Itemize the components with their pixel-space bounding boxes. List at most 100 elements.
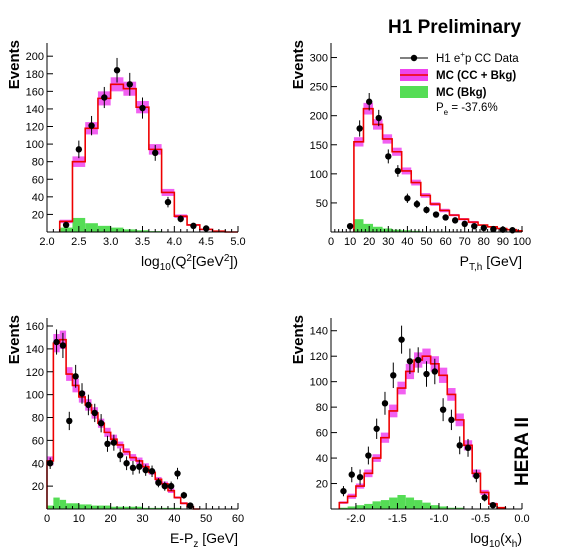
bkg-bin xyxy=(142,507,149,509)
y-tick-label: 20 xyxy=(32,481,44,493)
data-point xyxy=(167,482,175,490)
y-tick-label: 200 xyxy=(310,111,328,123)
data-point xyxy=(398,336,405,343)
data-point xyxy=(142,466,149,474)
data-point xyxy=(473,472,480,480)
data-point xyxy=(456,442,463,449)
mc-line xyxy=(46,338,200,510)
data-point xyxy=(91,409,98,417)
y-tick-label: 60 xyxy=(32,435,44,447)
x-tick-label: 20 xyxy=(363,236,375,248)
y-tick-label: 160 xyxy=(26,86,44,98)
y-tick-label: 140 xyxy=(310,326,328,338)
bkg-bin xyxy=(397,494,406,509)
y-tick-label: 20 xyxy=(316,479,328,491)
data-point xyxy=(113,67,121,74)
panel-2: 0 10 20 30 40 50 60 70 80 90 100 50 100 150 200 250 300E… xyxy=(290,40,531,273)
y-tick-label: 250 xyxy=(310,82,328,94)
data-point xyxy=(461,220,468,228)
x-tick-label: -0.5 xyxy=(471,513,490,525)
data-point xyxy=(432,211,440,218)
data-point xyxy=(190,222,197,230)
bkg-bin xyxy=(91,505,98,509)
bkg-bin xyxy=(136,506,143,509)
bkg-bin xyxy=(72,503,79,509)
y-tick-label: 200 xyxy=(26,51,44,63)
bkg-bin xyxy=(447,507,456,509)
data-point xyxy=(464,444,472,452)
data-point xyxy=(365,452,372,459)
data-point xyxy=(348,471,355,478)
x-tick-label: 4.5 xyxy=(199,236,214,248)
data-point xyxy=(85,401,92,409)
data-point xyxy=(110,439,118,446)
data-point xyxy=(390,372,397,379)
x-tick-label: 40 xyxy=(168,513,180,525)
y-tick-label: 80 xyxy=(316,402,328,414)
data-point xyxy=(136,463,143,470)
legend-label-mc: MC (CC + Bkg) xyxy=(436,70,516,82)
bkg-bin xyxy=(405,497,415,509)
bkg-bin xyxy=(438,506,448,509)
data-point xyxy=(139,104,146,112)
bkg-bin xyxy=(363,223,374,232)
data-point xyxy=(406,358,414,365)
bkg-bin xyxy=(59,499,67,509)
bkg-bin xyxy=(85,223,98,232)
y-tick-label: 120 xyxy=(26,122,44,134)
bkg-bin xyxy=(104,505,111,509)
data-point xyxy=(366,98,373,105)
data-point xyxy=(62,221,70,229)
legend: H1 e+p CC Data MC (CC + Bkg) MC (Bkg) Pe = … xyxy=(400,50,519,117)
bkg-bin xyxy=(66,503,73,509)
data-point xyxy=(442,214,449,221)
x-tick-label: 0.0 xyxy=(514,513,529,525)
y-tick-label: 80 xyxy=(32,157,44,169)
bkg-bin xyxy=(422,502,431,509)
mc-line xyxy=(353,107,523,232)
bkg-bin xyxy=(382,228,393,232)
bkg-bin xyxy=(47,505,54,509)
data-point xyxy=(414,356,422,364)
y-tick-label: 100 xyxy=(26,139,44,151)
data-point xyxy=(148,468,156,475)
data-point xyxy=(53,338,60,346)
x-tick-label: 0 xyxy=(328,236,334,248)
y-tick-label: 40 xyxy=(32,192,44,204)
data-point xyxy=(413,200,421,208)
data-point xyxy=(104,440,111,448)
data-point xyxy=(375,114,382,122)
data-point xyxy=(152,149,159,157)
x-tick-label: 20 xyxy=(105,513,117,525)
x-axis-label: E-Pz [GeV] xyxy=(170,530,238,550)
legend-label-bkg: MC (Bkg) xyxy=(436,87,487,99)
data-point xyxy=(373,425,380,432)
y-tick-label: 120 xyxy=(310,351,328,363)
data-point xyxy=(177,215,184,223)
x-tick-label: 50 xyxy=(200,513,212,525)
bkg-bin xyxy=(117,506,124,509)
x-axis-label: PT,h [GeV] xyxy=(460,253,522,273)
y-axis-label: Events xyxy=(6,40,23,89)
x-axis-label: log10(Q2[GeV2]) xyxy=(141,253,238,273)
bkg-bin xyxy=(372,501,381,509)
data-point xyxy=(394,167,402,175)
x-tick-label: 60 xyxy=(439,236,451,248)
x-tick-label: 80 xyxy=(478,236,490,248)
figure-title: H1 Preliminary xyxy=(388,17,522,38)
legend-bkg-box xyxy=(400,86,428,98)
x-tick-label: 2.5 xyxy=(71,236,86,248)
data-point xyxy=(439,406,447,413)
y-tick-label: 140 xyxy=(26,104,44,116)
data-point xyxy=(471,222,478,230)
data-point xyxy=(385,153,392,160)
y-tick-label: 120 xyxy=(26,367,44,379)
data-point xyxy=(356,473,364,481)
data-point xyxy=(423,370,430,378)
y-tick-label: 180 xyxy=(26,69,44,81)
data-point xyxy=(97,420,105,427)
x-tick-label: 40 xyxy=(401,236,413,248)
x-tick-label: -2.0 xyxy=(346,513,365,525)
y-tick-label: 80 xyxy=(32,413,44,425)
